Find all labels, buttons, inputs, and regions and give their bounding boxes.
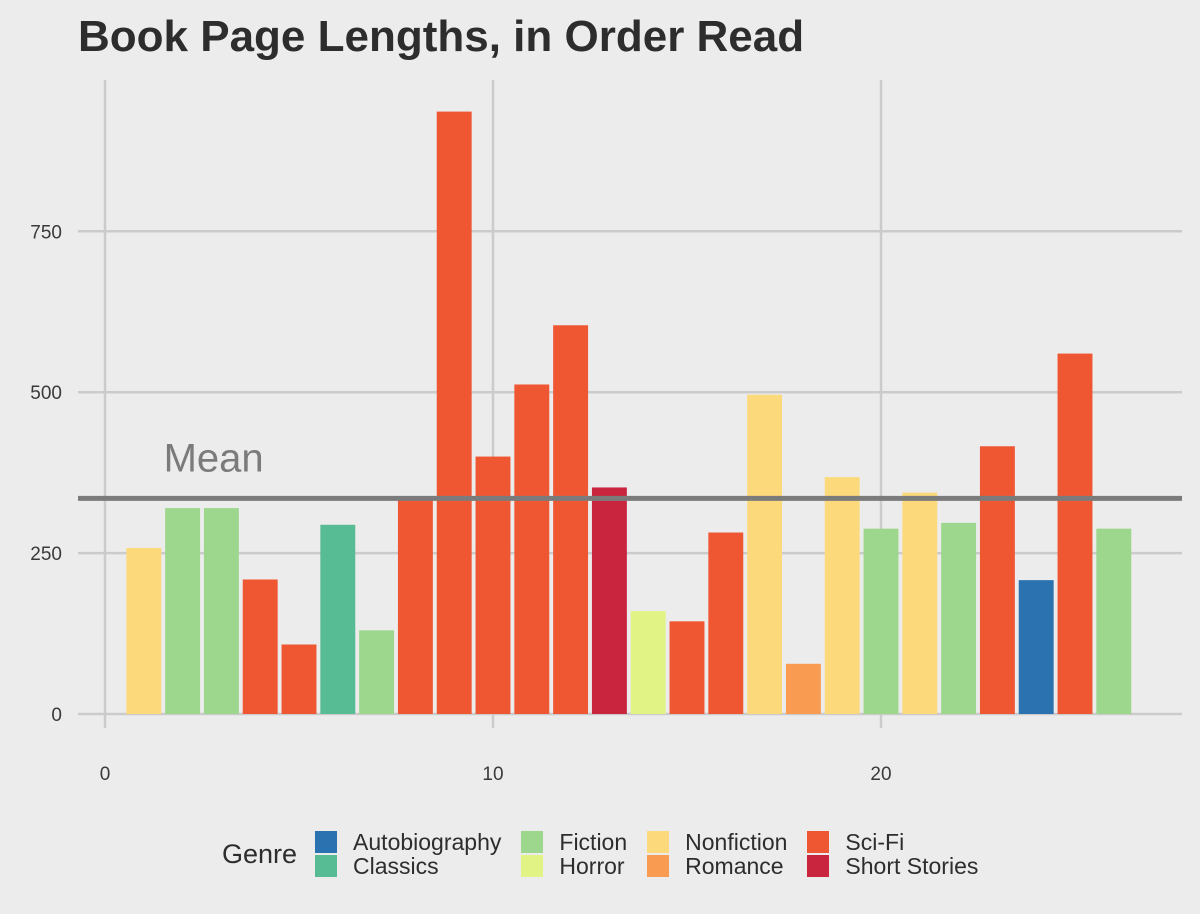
legend-label: Autobiography [353, 829, 502, 855]
y-tick-label: 750 [30, 222, 62, 243]
legend-label: Fiction [559, 829, 628, 855]
legend: Genre Autobiography Classics Fiction Horror… [222, 830, 978, 878]
bar [553, 325, 589, 714]
bar [591, 487, 627, 714]
legend-swatch [647, 831, 670, 853]
bar [747, 394, 783, 714]
bar [708, 532, 744, 714]
legend-item: Romance [647, 854, 787, 878]
legend-swatch [807, 831, 830, 853]
legend-item: Sci-Fi [807, 830, 978, 854]
y-tick-label: 250 [30, 544, 62, 565]
legend-swatch [807, 855, 830, 877]
legend-item: Classics [315, 854, 501, 878]
legend-items: Autobiography Classics Fiction Horror Nonfic… [315, 830, 978, 878]
bar [436, 111, 472, 715]
mean-label: Mean [164, 436, 264, 480]
x-tick-label: 20 [870, 764, 891, 785]
bar [824, 477, 860, 714]
bar [475, 456, 511, 714]
bar [242, 579, 278, 714]
bar [165, 508, 201, 714]
legend-item: Horror [521, 854, 627, 878]
legend-swatch [521, 831, 544, 853]
bar [126, 547, 162, 714]
bar [1057, 353, 1093, 714]
bar [514, 384, 550, 714]
bar [281, 644, 317, 714]
bar [669, 621, 705, 714]
bar [320, 524, 356, 714]
bar [359, 630, 395, 714]
legend-label: Short Stories [845, 853, 979, 879]
x-tick-label: 0 [100, 764, 111, 785]
y-tick-label: 500 [30, 383, 62, 404]
axis-labels: 0 250 500 750 0 10 20 [30, 222, 891, 785]
bar [1096, 528, 1132, 714]
legend-item: Fiction [521, 830, 627, 854]
bars [126, 111, 1132, 715]
bar [630, 611, 666, 714]
mean-line-group: Mean [78, 436, 1182, 501]
legend-item: Short Stories [807, 854, 978, 878]
legend-swatch [315, 855, 338, 877]
bar [941, 522, 977, 714]
legend-item: Nonfiction [647, 830, 787, 854]
legend-swatch [315, 831, 338, 853]
legend-item: Autobiography [315, 830, 501, 854]
chart-title: Book Page Lengths, in Order Read [78, 12, 805, 61]
bar [902, 492, 938, 714]
legend-swatch [647, 855, 670, 877]
legend-title: Genre [222, 838, 298, 869]
y-tick-label: 0 [51, 705, 62, 726]
bar [785, 663, 821, 714]
bar [979, 446, 1015, 714]
legend-label: Horror [559, 853, 625, 879]
legend-label: Classics [353, 853, 439, 879]
bar [203, 508, 239, 714]
bar [397, 497, 433, 714]
legend-label: Romance [685, 853, 784, 879]
bar [1018, 580, 1054, 714]
x-tick-label: 10 [482, 764, 503, 785]
legend-label: Sci-Fi [845, 829, 905, 855]
bar [863, 528, 899, 714]
legend-swatch [521, 855, 544, 877]
legend-label: Nonfiction [685, 829, 788, 855]
